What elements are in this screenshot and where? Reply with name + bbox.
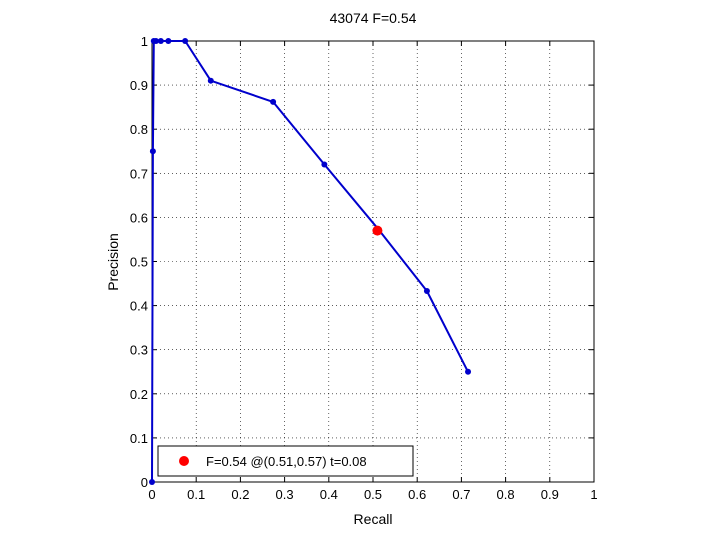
x-axis-label: Recall xyxy=(354,511,393,527)
data-point xyxy=(157,38,164,44)
legend-box xyxy=(157,445,414,477)
grid-lines xyxy=(152,41,594,482)
data-point xyxy=(270,98,277,105)
data-point xyxy=(149,479,155,485)
x-tick-label: 0.3 xyxy=(276,487,294,502)
x-tick-label: 0.4 xyxy=(320,487,338,502)
y-tick-label: 0.6 xyxy=(130,210,148,225)
y-tick-label: 0.1 xyxy=(130,431,148,446)
legend: F=0.54 @(0.51,0.57) t=0.08 xyxy=(157,445,414,477)
x-tick-label: 0.6 xyxy=(408,487,426,502)
x-tick-label: 0.5 xyxy=(364,487,382,502)
data-point xyxy=(423,288,430,295)
x-tick-label: 0.8 xyxy=(497,487,515,502)
y-axis-label: Precision xyxy=(105,233,121,291)
y-tick-label: 0.3 xyxy=(130,343,148,358)
y-tick-label: 0.4 xyxy=(130,299,148,314)
y-tick-label: 0.8 xyxy=(130,122,148,137)
data-point xyxy=(207,77,214,84)
data-point xyxy=(149,148,156,155)
x-tick-label: 0.7 xyxy=(452,487,470,502)
highlight-layer xyxy=(372,225,383,236)
data-point xyxy=(321,161,328,168)
data-point xyxy=(165,38,172,44)
best-f-point xyxy=(372,225,383,236)
legend-marker xyxy=(179,456,189,466)
x-tick-label: 0 xyxy=(148,487,155,502)
chart-title: 43074 F=0.54 xyxy=(330,10,417,26)
x-tick-labels: 0 0.1 0.2 0.3 0.4 0.5 0.6 0.7 0.8 0.9 1 xyxy=(148,487,597,502)
y-tick-label: 0.9 xyxy=(130,78,148,93)
y-tick-label: 0.2 xyxy=(130,387,148,402)
y-tick-labels: 0 0.1 0.2 0.3 0.4 0.5 0.6 0.7 0.8 0.9 1 xyxy=(130,34,148,490)
x-tick-label: 0.9 xyxy=(541,487,559,502)
data-point xyxy=(152,38,159,44)
legend-label: F=0.54 @(0.51,0.57) t=0.08 xyxy=(206,454,367,469)
data-point xyxy=(182,38,189,44)
y-tick-label: 0.5 xyxy=(130,255,148,270)
y-tick-label: 0 xyxy=(141,475,148,490)
x-tick-label: 1 xyxy=(590,487,597,502)
y-tick-label: 1 xyxy=(141,34,148,49)
y-tick-label: 0.7 xyxy=(130,166,148,181)
x-tick-label: 0.2 xyxy=(231,487,249,502)
x-tick-label: 0.1 xyxy=(187,487,205,502)
data-point xyxy=(465,368,472,375)
